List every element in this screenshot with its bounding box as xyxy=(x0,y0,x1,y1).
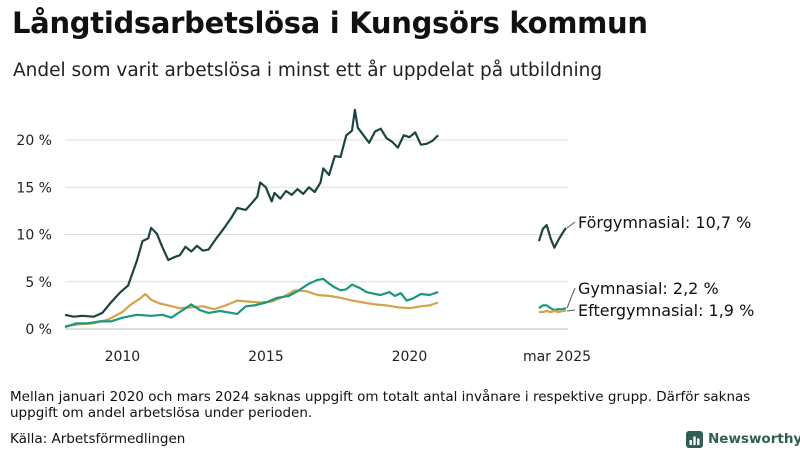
bar-chart-icon xyxy=(686,430,703,448)
x-tick-label: 2015 xyxy=(248,349,284,365)
x-tick-label: 2020 xyxy=(392,349,428,365)
footnote: Mellan januari 2020 och mars 2024 saknas… xyxy=(10,389,751,421)
line-chart: 0 %5 %10 %15 %20 % 2010 2015 2020 mar 2025 … xyxy=(16,108,754,365)
inset-series xyxy=(537,224,567,314)
y-tick-label: 0 % xyxy=(25,322,52,338)
y-tick-label: 15 % xyxy=(16,180,52,196)
inset-line-gymnasial xyxy=(538,304,567,312)
series-line-gymnasial xyxy=(64,277,439,329)
x-tick-label-inset: mar 2025 xyxy=(523,349,591,365)
chart-title: Långtidsarbetslösa i Kungsörs kommun xyxy=(12,6,648,40)
series-end-labels: Förgymnasial: 10,7 % Gymnasial: 2,2 % Efte… xyxy=(566,213,754,320)
series-line-förgymnasial xyxy=(64,108,439,318)
x-tick-label: 2010 xyxy=(105,349,141,365)
y-tick-label: 20 % xyxy=(16,133,52,149)
chart-subtitle: Andel som varit arbetslösa i minst ett å… xyxy=(13,60,603,81)
y-tick-label: 5 % xyxy=(25,275,52,291)
label-connector xyxy=(566,309,576,312)
brand-name: Newsworthy xyxy=(708,431,800,447)
label-connector xyxy=(566,221,576,229)
inset-line-förgymnasial xyxy=(537,224,567,249)
gridlines xyxy=(65,139,568,330)
brand-logo: Newsworthy xyxy=(686,429,800,449)
y-tick-label: 10 % xyxy=(16,228,52,244)
series-lines xyxy=(64,108,439,329)
series-line-eftergymnasial xyxy=(64,289,439,328)
y-axis-ticks: 0 % 5 % 10 % 15 % 20 % xyxy=(16,133,52,338)
label-connector xyxy=(566,287,576,309)
end-label-förgymnasial: Förgymnasial: 10,7 % xyxy=(578,213,751,232)
x-axis-ticks: 2010 2015 2020 mar 2025 xyxy=(105,349,591,365)
end-label-gymnasial: Gymnasial: 2,2 % xyxy=(578,279,719,298)
source-text: Källa: Arbetsförmedlingen xyxy=(10,431,186,447)
inset-line-eftergymnasial xyxy=(539,309,566,314)
end-label-eftergymnasial: Eftergymnasial: 1,9 % xyxy=(578,301,754,320)
